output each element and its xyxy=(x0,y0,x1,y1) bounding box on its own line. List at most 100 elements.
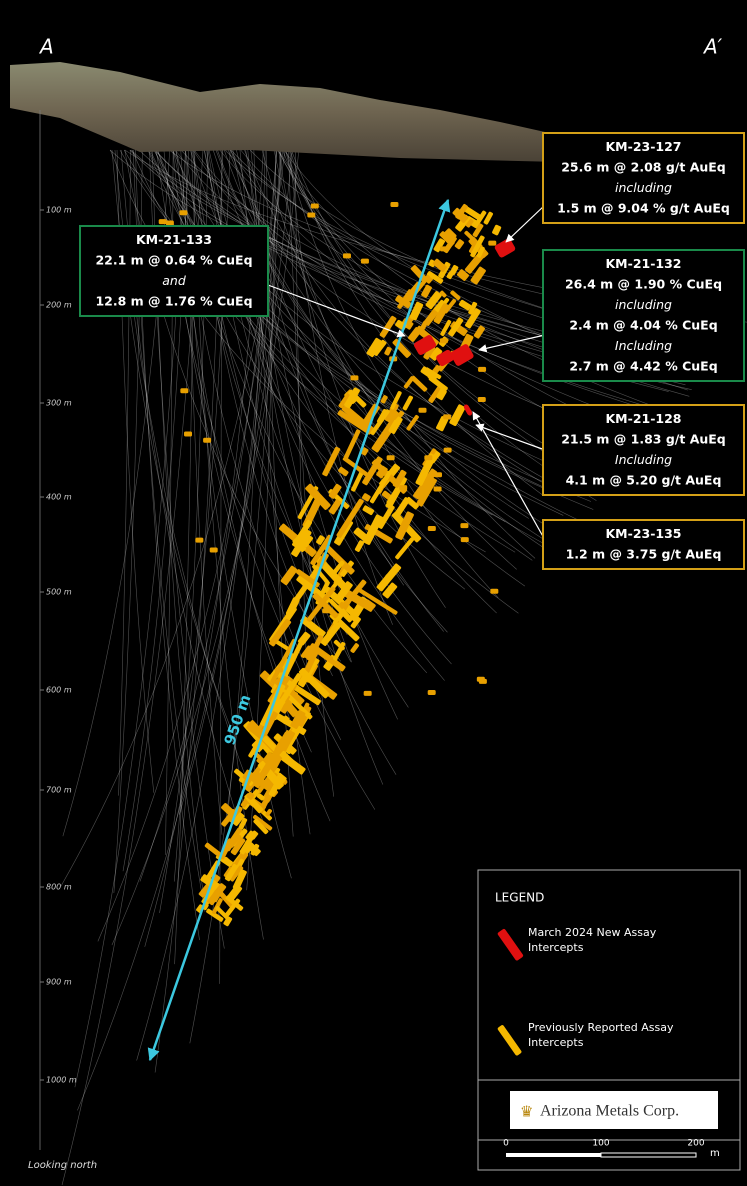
callout-title: KM-21-132 xyxy=(606,256,682,271)
intercept xyxy=(476,676,485,682)
intercept xyxy=(433,486,442,492)
intercept xyxy=(492,224,502,236)
intercept xyxy=(195,537,204,543)
callout-arrow xyxy=(475,423,546,451)
scale-label: 0 xyxy=(503,1139,509,1149)
scale-label: 200 xyxy=(687,1139,704,1149)
depth-label: 1000 m xyxy=(46,1076,77,1085)
intercept xyxy=(363,690,372,696)
callout-line: including xyxy=(615,297,672,312)
intercept xyxy=(449,264,459,276)
intercept xyxy=(418,407,427,413)
intercept xyxy=(386,455,395,461)
logo-box xyxy=(510,1091,718,1129)
footer: Looking north xyxy=(28,1160,97,1171)
callout-arrow xyxy=(267,284,406,338)
logo-text: Arizona Metals Corp. xyxy=(540,1103,679,1120)
callout-box xyxy=(542,404,745,496)
callout-arrow xyxy=(472,411,546,541)
section-label: A xyxy=(38,35,54,59)
intercept xyxy=(310,203,319,209)
callout-line: 2.4 m @ 4.04 % CuEq xyxy=(569,317,717,332)
legend-swatch xyxy=(497,1025,522,1056)
depth-label: 600 m xyxy=(46,686,72,695)
intercept xyxy=(307,212,316,218)
intercept xyxy=(449,404,466,427)
intercept xyxy=(477,396,486,402)
intercept xyxy=(452,207,469,223)
intercept xyxy=(488,240,497,246)
callout-title: KM-23-135 xyxy=(606,526,682,541)
intercept xyxy=(475,210,487,225)
intercept xyxy=(465,308,481,329)
intercept xyxy=(350,375,359,381)
intercept xyxy=(433,472,442,478)
callout-box xyxy=(542,519,745,570)
intercept xyxy=(468,301,478,315)
terrain xyxy=(10,62,625,162)
intercept xyxy=(470,266,486,285)
intercept xyxy=(470,235,485,258)
intercept xyxy=(342,253,351,259)
intercept xyxy=(476,246,485,258)
intercept xyxy=(439,246,448,252)
intercept xyxy=(165,220,174,226)
callout-line: 21.5 m @ 1.83 g/t AuEq xyxy=(561,431,726,446)
callout-arrow xyxy=(478,334,546,353)
intercept xyxy=(443,447,452,453)
intercept xyxy=(179,210,188,216)
depth-label: 900 m xyxy=(46,978,72,987)
callout-title: KM-23-127 xyxy=(606,139,682,154)
callout-line: and xyxy=(162,273,186,288)
callout-line: 2.7 m @ 4.42 % CuEq xyxy=(569,358,717,373)
intercept xyxy=(458,299,472,311)
callout-box xyxy=(542,249,745,382)
depth-label: 300 m xyxy=(46,399,72,408)
intercept xyxy=(390,202,399,208)
intercept xyxy=(465,218,474,228)
callout-line: 1.5 m @ 9.04 % g/t AuEq xyxy=(557,200,730,215)
callout-line: 4.1 m @ 5.20 g/t AuEq xyxy=(566,472,722,487)
new-intercept xyxy=(494,238,516,258)
callout-line: 12.8 m @ 1.76 % CuEq xyxy=(95,293,252,308)
legend-title: LEGEND xyxy=(495,891,544,905)
callout-arrow xyxy=(505,204,546,243)
intercept xyxy=(180,388,189,394)
callout-line: Including xyxy=(615,338,672,353)
intercept xyxy=(483,211,494,225)
intercept xyxy=(448,317,464,337)
logo-icon: ♛ xyxy=(520,1103,533,1121)
intercept xyxy=(439,338,448,344)
callout-title: KM-21-133 xyxy=(136,232,212,247)
measure-line xyxy=(147,198,451,1062)
depth-label: 200 m xyxy=(46,301,72,310)
callout-line: 1.2 m @ 3.75 g/t AuEq xyxy=(566,546,722,561)
depth-label: 400 m xyxy=(46,493,72,502)
intercept xyxy=(274,667,283,673)
intercept xyxy=(460,523,469,529)
intercept xyxy=(203,437,212,443)
intercept xyxy=(424,455,433,461)
intercept xyxy=(473,325,485,339)
intercept xyxy=(184,431,193,437)
scale-segment xyxy=(506,1153,601,1157)
intercept xyxy=(360,258,369,264)
intercept xyxy=(460,537,469,543)
intercept xyxy=(490,588,499,594)
new-intercept xyxy=(450,344,474,366)
callout-title: KM-21-128 xyxy=(606,411,682,426)
intercept xyxy=(472,223,484,238)
intercept xyxy=(457,269,469,281)
intercept xyxy=(454,239,465,250)
depth-label: 700 m xyxy=(46,786,72,795)
intercept xyxy=(427,525,436,531)
intercept xyxy=(158,219,167,225)
section-label: A′ xyxy=(702,35,723,59)
legend-swatch xyxy=(497,928,524,961)
depth-label: 100 m xyxy=(46,206,72,215)
scale-unit: m xyxy=(710,1148,720,1159)
callout-box xyxy=(79,225,269,317)
new-intercept xyxy=(463,404,473,416)
callout-line: including xyxy=(615,180,672,195)
